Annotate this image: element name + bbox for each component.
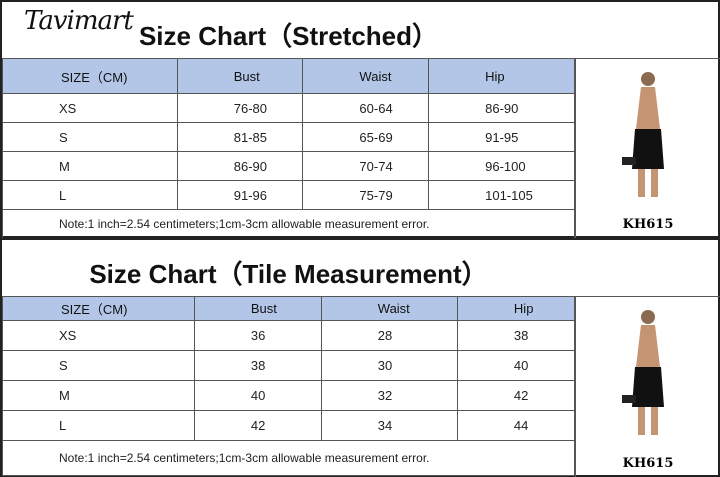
table-cell: 42	[193, 410, 322, 441]
table-cell: 75-79	[302, 180, 430, 210]
col-waist: Waist	[302, 58, 430, 94]
product-code: KH615	[622, 217, 674, 232]
col-waist: Waist	[320, 296, 458, 321]
table-cell: XS	[2, 320, 195, 351]
col-hip: Hip	[428, 58, 575, 94]
brand-logo: Tavimart	[24, 6, 134, 36]
table-cell: 44	[456, 410, 576, 441]
table-cell: 28	[320, 320, 458, 351]
product-image	[622, 72, 664, 197]
table-row: M 40 32 42	[2, 380, 576, 411]
table-row: M 86-90 70-74 96-100	[2, 151, 575, 181]
table-row: L 91-96 75-79 101-105	[2, 180, 575, 210]
stretched-title: Size Chart（Stretched）	[138, 21, 439, 51]
product-panel: KH615	[575, 296, 720, 477]
table-cell: 70-74	[302, 151, 430, 181]
table-cell: 38	[193, 350, 322, 381]
table-cell: S	[2, 122, 178, 152]
table-cell: 86-90	[428, 93, 575, 123]
table-cell: M	[2, 380, 195, 411]
table-cell: 101-105	[428, 180, 575, 210]
stretched-section: Tavimart Size Chart（Stretched） SIZE（CM) B…	[0, 0, 720, 239]
col-hip: Hip	[456, 296, 576, 321]
product-image	[622, 310, 664, 435]
table-cell: 36	[193, 320, 322, 351]
table-cell: 65-69	[302, 122, 430, 152]
table-cell: 38	[456, 320, 576, 351]
table-row: L 42 34 44	[2, 410, 576, 441]
tile-section: Size Chart（Tile Measurement） SIZE（CM) Bus…	[0, 238, 720, 477]
table-cell: 32	[320, 380, 458, 411]
table-cell: 86-90	[176, 151, 304, 181]
table-cell: L	[2, 180, 178, 210]
table-row: XS 36 28 38	[2, 320, 576, 351]
product-panel: KH615	[575, 58, 720, 238]
table-cell: 34	[320, 410, 458, 441]
note: Note:1 inch=2.54 centimeters;1cm-3cm all…	[2, 440, 575, 476]
table-cell: M	[2, 151, 178, 181]
table-cell: S	[2, 350, 195, 381]
product-code: KH615	[622, 456, 674, 471]
tile-table: SIZE（CM) Bust Waist Hip XS 36 28 38 S 38 30 40 M 40 3…	[2, 296, 576, 476]
table-row: S 38 30 40	[2, 350, 576, 381]
table-row: XS 76-80 60-64 86-90	[2, 93, 575, 123]
table-cell: 76-80	[176, 93, 304, 123]
table-cell: 91-95	[428, 122, 575, 152]
table-cell: 91-96	[176, 180, 304, 210]
table-cell: XS	[2, 93, 178, 123]
note: Note:1 inch=2.54 centimeters;1cm-3cm all…	[2, 209, 575, 239]
table-cell: 40	[456, 350, 576, 381]
table-cell: 96-100	[428, 151, 575, 181]
tile-title: Size Chart（Tile Measurement）	[89, 259, 488, 289]
table-cell: L	[2, 410, 195, 441]
col-bust: Bust	[193, 296, 322, 321]
stretched-table: SIZE（CM) Bust Waist Hip XS 76-80 60-64 86-90 S 8…	[2, 58, 575, 239]
table-cell: 40	[193, 380, 322, 411]
col-size: SIZE（CM)	[2, 296, 195, 321]
table-row: S 81-85 65-69 91-95	[2, 122, 575, 152]
table-cell: 42	[456, 380, 576, 411]
table-cell: 30	[320, 350, 458, 381]
col-bust: Bust	[176, 58, 304, 94]
col-size: SIZE（CM)	[2, 58, 178, 94]
table-cell: 60-64	[302, 93, 430, 123]
table-cell: 81-85	[176, 122, 304, 152]
